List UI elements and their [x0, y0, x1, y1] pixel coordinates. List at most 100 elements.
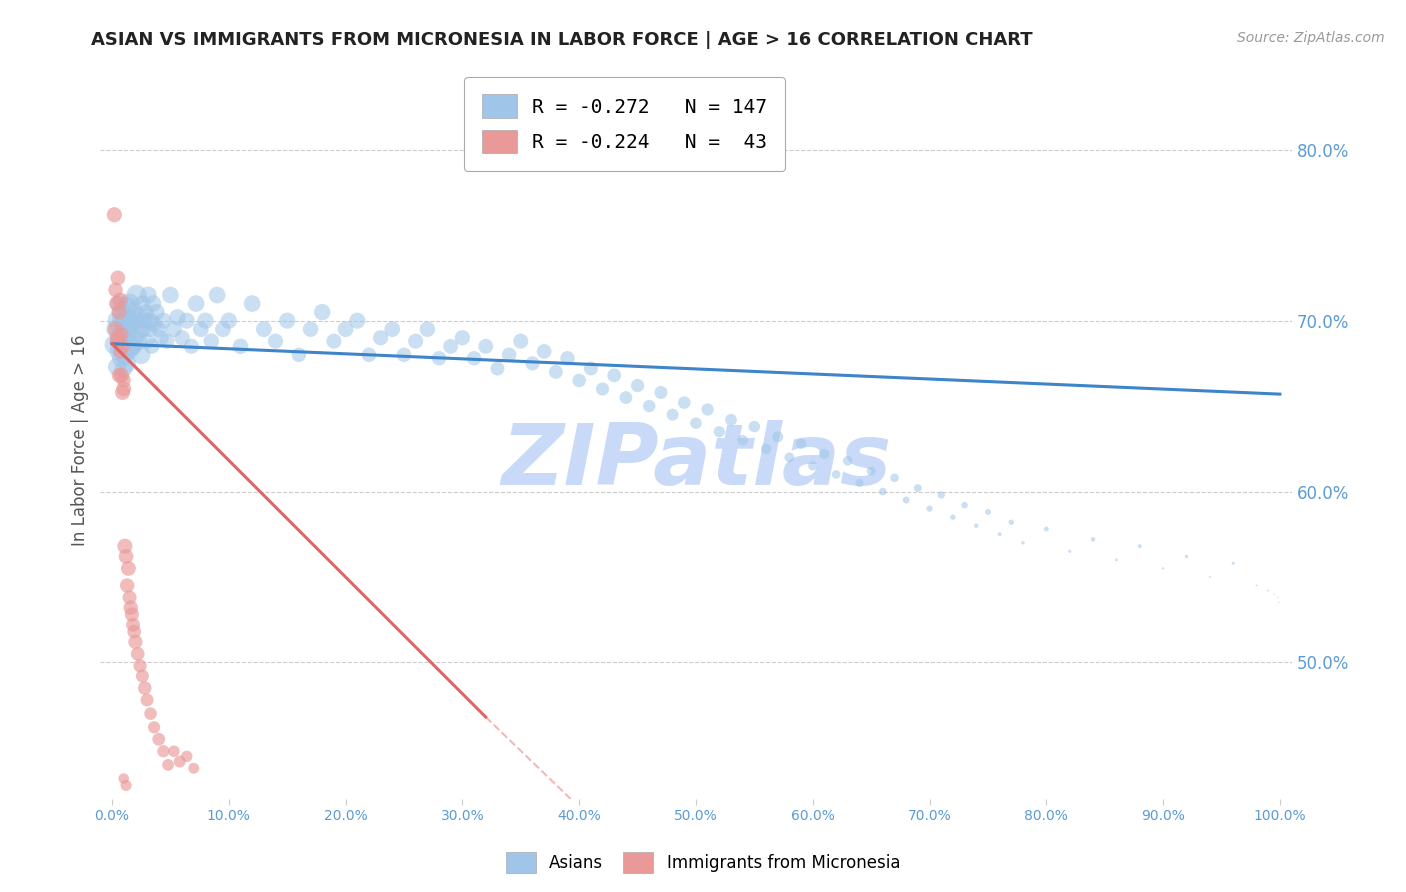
Point — [145, 305, 167, 319]
Point — [929, 488, 952, 502]
Point — [136, 288, 159, 302]
Point — [474, 339, 496, 353]
Point — [131, 669, 153, 683]
Point — [129, 310, 152, 325]
Point — [172, 331, 194, 345]
Point — [988, 527, 1011, 541]
Point — [112, 374, 135, 388]
Point — [136, 334, 159, 348]
Point — [129, 658, 152, 673]
Point — [115, 578, 138, 592]
Point — [1012, 535, 1035, 549]
Point — [1246, 578, 1268, 592]
Point — [860, 464, 883, 478]
Point — [124, 635, 146, 649]
Point — [778, 450, 800, 465]
Point — [918, 501, 941, 516]
Point — [240, 296, 263, 310]
Point — [163, 322, 186, 336]
Point — [614, 391, 637, 405]
Point — [110, 327, 132, 342]
Point — [1105, 553, 1128, 567]
Point — [114, 331, 136, 345]
Point — [103, 208, 125, 222]
Point — [194, 313, 217, 327]
Point — [205, 288, 228, 302]
Point — [288, 348, 311, 362]
Point — [115, 322, 138, 336]
Point — [335, 322, 357, 336]
Point — [138, 322, 160, 336]
Point — [108, 331, 131, 345]
Point — [131, 296, 153, 310]
Point — [183, 761, 205, 775]
Point — [122, 624, 145, 639]
Text: ASIAN VS IMMIGRANTS FROM MICRONESIA IN LABOR FORCE | AGE > 16 CORRELATION CHART: ASIAN VS IMMIGRANTS FROM MICRONESIA IN L… — [91, 31, 1033, 49]
Point — [638, 399, 661, 413]
Text: ZIPatlas: ZIPatlas — [501, 420, 891, 503]
Point — [111, 339, 134, 353]
Point — [127, 334, 149, 348]
Point — [872, 484, 894, 499]
Legend: Asians, Immigrants from Micronesia: Asians, Immigrants from Micronesia — [499, 846, 907, 880]
Point — [105, 359, 128, 374]
Point — [1081, 533, 1104, 547]
Point — [104, 322, 127, 336]
Text: Source: ZipAtlas.com: Source: ZipAtlas.com — [1237, 31, 1385, 45]
Point — [122, 617, 145, 632]
Point — [568, 374, 591, 388]
Point — [156, 334, 179, 348]
Point — [112, 322, 135, 336]
Point — [108, 305, 131, 319]
Point — [650, 385, 672, 400]
Point — [110, 368, 132, 383]
Point — [603, 368, 626, 383]
Point — [136, 693, 159, 707]
Point — [720, 413, 742, 427]
Point — [108, 293, 131, 307]
Point — [953, 498, 976, 512]
Point — [114, 348, 136, 362]
Point — [1175, 549, 1198, 564]
Point — [1267, 591, 1289, 605]
Point — [121, 607, 143, 622]
Point — [498, 348, 520, 362]
Point — [790, 436, 813, 450]
Point — [626, 378, 648, 392]
Point — [1035, 522, 1057, 536]
Point — [166, 310, 188, 325]
Point — [942, 510, 965, 524]
Point — [125, 288, 148, 302]
Point — [107, 271, 129, 285]
Point — [115, 549, 138, 564]
Point — [120, 317, 142, 331]
Point — [323, 334, 346, 348]
Point — [108, 344, 131, 359]
Point — [169, 755, 191, 769]
Point — [907, 481, 929, 495]
Point — [112, 772, 135, 786]
Point — [152, 313, 174, 327]
Point — [370, 331, 392, 345]
Point — [405, 334, 427, 348]
Point — [755, 442, 778, 456]
Point — [416, 322, 439, 336]
Point — [110, 305, 132, 319]
Point — [176, 749, 198, 764]
Point — [731, 434, 754, 448]
Point — [200, 334, 222, 348]
Point — [1152, 561, 1174, 575]
Point — [104, 283, 127, 297]
Point — [152, 744, 174, 758]
Point — [1129, 539, 1152, 553]
Point — [117, 561, 139, 575]
Y-axis label: In Labor Force | Age > 16: In Labor Force | Age > 16 — [72, 334, 89, 546]
Point — [148, 732, 170, 747]
Point — [122, 331, 145, 345]
Point — [111, 339, 134, 353]
Point — [120, 600, 142, 615]
Point — [111, 385, 134, 400]
Point — [533, 344, 555, 359]
Point — [110, 351, 132, 366]
Point — [120, 313, 142, 327]
